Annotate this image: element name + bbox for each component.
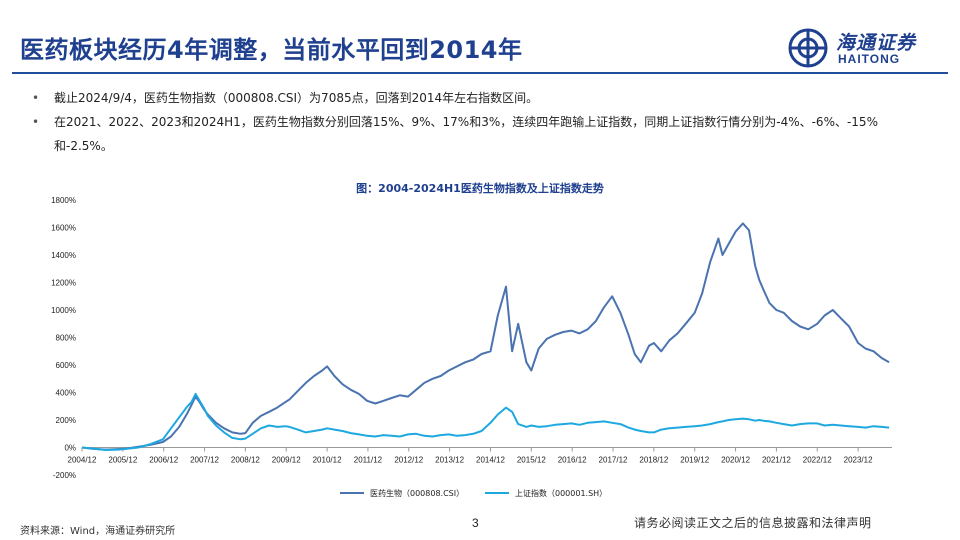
y-tick-label: 1600%	[51, 224, 76, 233]
x-tick-label: 2010/12	[313, 456, 342, 465]
x-tick-label: 2021/12	[762, 456, 791, 465]
x-tick-label: 2013/12	[435, 456, 464, 465]
chart-title: 图：2004-2024H1医药生物指数及上证指数走势	[356, 182, 604, 195]
x-tick-label: 2017/12	[599, 456, 628, 465]
x-tick-label: 2006/12	[149, 456, 178, 465]
legend-label: 医药生物（000808.CSI）	[370, 488, 464, 498]
x-tick-label: 2019/12	[680, 456, 709, 465]
y-tick-label: 0%	[64, 444, 76, 453]
x-tick-label: 2009/12	[272, 456, 301, 465]
bullet-2: 在2021、2022、2023和2024H1，医药生物指数分别回落15%、9%、…	[32, 110, 920, 158]
series-line-shanghai	[81, 392, 890, 451]
x-tick-label: 2022/12	[803, 456, 832, 465]
y-tick-label: 1000%	[51, 306, 76, 315]
x-tick-label: 2023/12	[844, 456, 873, 465]
x-tick-label: 2016/12	[558, 456, 587, 465]
logo-cn-text: 海通证券	[836, 32, 917, 54]
y-tick-label: 200%	[56, 416, 76, 425]
y-tick-label: 600%	[56, 361, 76, 370]
disclaimer: 请务必阅读正文之后的信息披露和法律声明	[634, 516, 872, 530]
line-chart: 1800% 1600% 1400% 1200% 1000% 800% 600% 400% 200…	[51, 196, 892, 498]
y-tick-label: 1800%	[51, 196, 76, 205]
y-tick-label: 1400%	[51, 251, 76, 260]
legend-label: 上证指数（000001.SH）	[515, 488, 607, 498]
source-note: 资料来源：Wind，海通证券研究所	[20, 526, 176, 537]
y-tick-label: 800%	[56, 334, 76, 343]
haitong-logo: 海通证券 HAITONG	[786, 26, 936, 70]
x-tick-label: 2011/12	[354, 456, 383, 465]
x-tick-label: 2004/12	[68, 456, 97, 465]
page-title: 医药板块经历4年调整，当前水平回到2014年	[20, 36, 523, 64]
series-line-pharma	[81, 222, 890, 451]
bullet-list: 截止2024/9/4，医药生物指数（000808.CSI）为7085点，回落到2…	[32, 86, 920, 158]
page-number: 3	[472, 516, 479, 530]
x-tick-label: 2008/12	[231, 456, 260, 465]
x-tick-label: 2015/12	[517, 456, 546, 465]
bullet-1: 截止2024/9/4，医药生物指数（000808.CSI）为7085点，回落到2…	[32, 86, 920, 110]
x-tick-label: 2014/12	[476, 456, 505, 465]
x-tick-label: 2018/12	[639, 456, 668, 465]
y-tick-label: 1200%	[51, 279, 76, 288]
x-tick-label: 2005/12	[108, 456, 137, 465]
haitong-logo-icon	[788, 28, 828, 68]
title-divider	[12, 72, 948, 74]
x-tick-label: 2007/12	[190, 456, 219, 465]
y-tick-label: 400%	[56, 389, 76, 398]
y-tick-label: -200%	[53, 471, 76, 480]
x-tick-label: 2012/12	[394, 456, 423, 465]
logo-en-text: HAITONG	[838, 52, 901, 66]
x-tick-label: 2020/12	[721, 456, 750, 465]
